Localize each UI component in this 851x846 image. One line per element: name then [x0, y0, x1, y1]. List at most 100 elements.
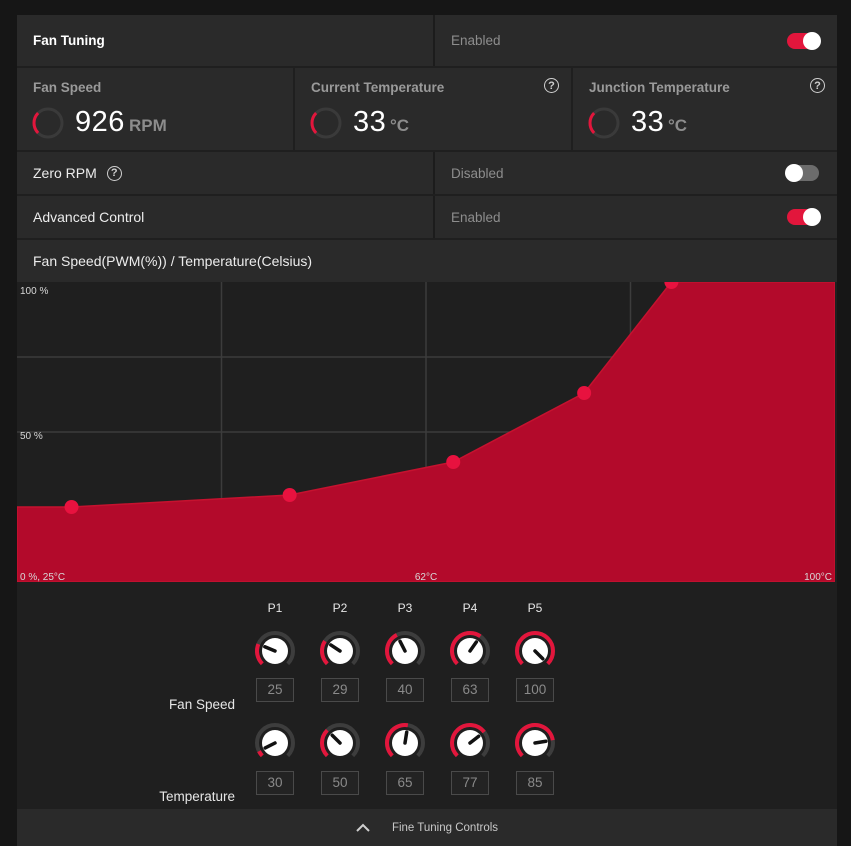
knob-pointer	[263, 741, 277, 750]
knob-pointer	[533, 739, 548, 745]
knob-pointer	[468, 640, 479, 653]
temperature-input-p5[interactable]: 85	[516, 771, 554, 795]
fan-curve-area	[17, 282, 835, 582]
zero-rpm-label: Zero RPM	[33, 165, 97, 181]
knob-pointer	[330, 733, 342, 745]
fine-tuning-controls-bar[interactable]: Fine Tuning Controls	[17, 809, 837, 846]
temperature-input-p4[interactable]: 77	[451, 771, 489, 795]
advanced-control-status: Enabled	[451, 209, 501, 225]
fan-speed-input-p5[interactable]: 100	[516, 678, 554, 702]
curve-point-fan-curve-4[interactable]	[577, 386, 592, 400]
junction-temperature-gauge-icon	[588, 107, 620, 139]
knob-fill	[450, 631, 482, 666]
point-label-p3: P3	[397, 601, 413, 615]
help-icon[interactable]: ?	[106, 165, 122, 181]
knob-pointer	[468, 734, 481, 745]
curve-point-fan-curve-1[interactable]	[64, 500, 79, 514]
fan-speed-input-p4[interactable]: 63	[451, 678, 489, 702]
help-icon[interactable]: ?	[810, 78, 825, 93]
fan-speed-title: Fan Speed	[33, 80, 102, 95]
knob-fill	[515, 631, 555, 666]
knob-fill	[257, 750, 264, 758]
chevron-up-icon	[356, 823, 370, 832]
knob-fill	[515, 723, 555, 758]
knob-pointer	[329, 643, 342, 653]
advanced-control-label: Advanced Control	[33, 209, 145, 225]
zero-rpm-row: Zero RPM ? Disabled	[17, 152, 837, 194]
y-tick-label-50: 50 %	[20, 431, 43, 442]
curve-point-fan-curve-2[interactable]	[282, 488, 297, 502]
curve-point-fan-curve-5[interactable]	[664, 282, 679, 289]
fan-tuning-toggle[interactable]	[787, 31, 821, 50]
fan-speed-knob-p5[interactable]	[514, 630, 556, 672]
sensor-tiles: Fan Speed 926 RPM Current Temperature ? …	[17, 68, 837, 150]
knob-pointer	[533, 649, 545, 661]
help-icon[interactable]: ?	[544, 78, 559, 93]
junction-temperature-tile: Junction Temperature ? 33 °C	[573, 68, 837, 150]
point-controls: Fan Speed Temperature P1 25 30 P2 29 50 P3 40 65…	[17, 587, 837, 809]
junction-temperature-unit: °C	[668, 116, 688, 135]
temperature-row-label: Temperature	[159, 789, 235, 804]
fan-speed-knob-p3[interactable]	[384, 630, 426, 672]
fan-speed-tile: Fan Speed 926 RPM	[17, 68, 293, 150]
toggle-knob	[803, 31, 821, 50]
fan-speed-knob-p2[interactable]	[319, 630, 361, 672]
fan-speed-value: 926	[75, 106, 125, 138]
fan-speed-input-p1[interactable]: 25	[256, 678, 294, 702]
x-tick-label-62: 62°C	[415, 572, 437, 582]
zero-rpm-toggle[interactable]	[785, 164, 819, 182]
fan-speed-knob-p1[interactable]	[254, 630, 296, 672]
knob-track	[255, 723, 295, 758]
junction-temperature-value: 33	[631, 106, 665, 138]
temperature-knob-p5[interactable]	[514, 722, 556, 764]
temperature-knob-p1[interactable]	[254, 722, 296, 764]
y-tick-label-100: 100 %	[20, 286, 48, 297]
knob-pointer	[398, 639, 407, 653]
knob-fill	[320, 640, 329, 666]
advanced-control-row: Advanced Control Enabled	[17, 196, 837, 238]
fan-tuning-title: Fan Tuning	[33, 33, 105, 48]
knob-fill	[320, 728, 329, 758]
current-temperature-unit: °C	[390, 116, 410, 135]
fan-speed-input-p3[interactable]: 40	[386, 678, 424, 702]
temperature-knob-p3[interactable]	[384, 722, 426, 764]
knob-fill	[385, 723, 409, 758]
fan-speed-input-p2[interactable]: 29	[321, 678, 359, 702]
fine-tuning-controls-label: Fine Tuning Controls	[391, 821, 499, 834]
point-label-p4: P4	[462, 601, 478, 615]
toggle-knob	[803, 208, 821, 226]
knob-fill	[385, 633, 398, 666]
point-label-p2: P2	[332, 601, 348, 615]
x-tick-label-origin: 0 %, 25°C	[20, 572, 65, 582]
curve-point-fan-curve-3[interactable]	[446, 455, 461, 469]
curve-header-title: Fan Speed(PWM(%)) / Temperature(Celsius)	[33, 253, 313, 269]
fan-speed-gauge-icon	[32, 107, 64, 139]
knob-fill	[255, 643, 264, 666]
fan-tuning-status: Enabled	[451, 33, 501, 48]
current-temperature-tile: Current Temperature ? 33 °C	[295, 68, 571, 150]
fan-speed-row-label: Fan Speed	[168, 697, 235, 712]
point-label-p5: P5	[527, 601, 543, 615]
knob-fill	[450, 723, 486, 758]
current-temperature-value: 33	[353, 106, 387, 138]
fan-tuning-row: Fan Tuning Enabled	[17, 15, 837, 66]
fan-speed-unit: RPM	[129, 116, 167, 135]
temperature-input-p2[interactable]: 50	[321, 771, 359, 795]
advanced-control-toggle[interactable]	[787, 208, 821, 226]
current-temperature-gauge-icon	[310, 107, 342, 139]
current-temperature-title: Current Temperature	[311, 80, 445, 95]
temperature-knob-p2[interactable]	[319, 722, 361, 764]
fan-curve-chart[interactable]: 100 % 50 % 0 %, 25°C 62°C 100°C	[17, 282, 835, 582]
toggle-knob	[785, 164, 803, 182]
fan-speed-knob-p4[interactable]	[449, 630, 491, 672]
temperature-input-p3[interactable]: 65	[386, 771, 424, 795]
junction-temperature-title: Junction Temperature	[589, 80, 730, 95]
knob-pointer	[403, 730, 409, 745]
point-label-p1: P1	[267, 601, 283, 615]
temperature-knob-p4[interactable]	[449, 722, 491, 764]
temperature-input-p1[interactable]: 30	[256, 771, 294, 795]
x-tick-label-100: 100°C	[804, 572, 832, 582]
zero-rpm-status: Disabled	[451, 165, 504, 181]
curve-header-row: Fan Speed(PWM(%)) / Temperature(Celsius)	[17, 240, 837, 282]
knob-pointer	[263, 645, 277, 653]
